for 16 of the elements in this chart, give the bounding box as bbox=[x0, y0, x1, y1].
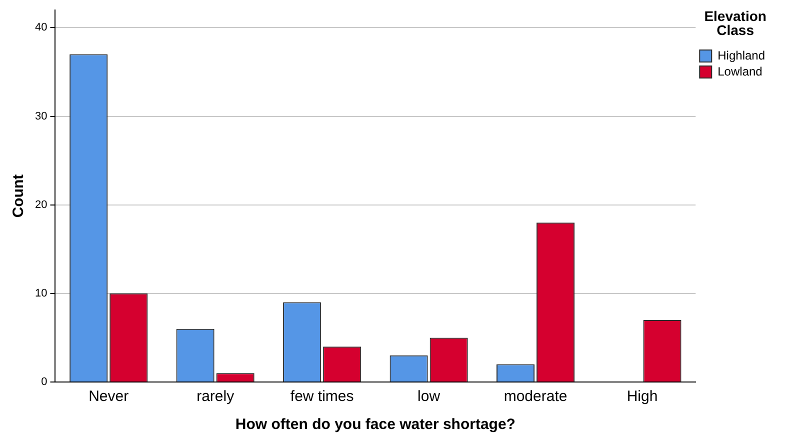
legend-label: Lowland bbox=[718, 64, 762, 78]
y-tick-label: 0 bbox=[41, 376, 48, 388]
y-tick-label: 30 bbox=[34, 110, 48, 122]
legend-label: Highland bbox=[718, 48, 766, 62]
x-tick-label: moderate bbox=[504, 388, 568, 406]
y-axis-title: Count bbox=[10, 174, 28, 218]
y-tick-label: 20 bbox=[34, 198, 48, 211]
x-tick-label: few times bbox=[290, 388, 354, 406]
y-tick-label: 40 bbox=[34, 22, 48, 34]
y-tick-label: 10 bbox=[34, 287, 48, 300]
x-tick-label: low bbox=[418, 388, 440, 406]
x-tick-label: rarely bbox=[196, 388, 235, 406]
x-tick-label: High bbox=[626, 388, 658, 406]
legend-title: Elevation Class bbox=[704, 8, 766, 38]
x-axis-title: How often do you face water shortage? bbox=[235, 416, 516, 434]
x-tick-label: Never bbox=[88, 388, 129, 406]
